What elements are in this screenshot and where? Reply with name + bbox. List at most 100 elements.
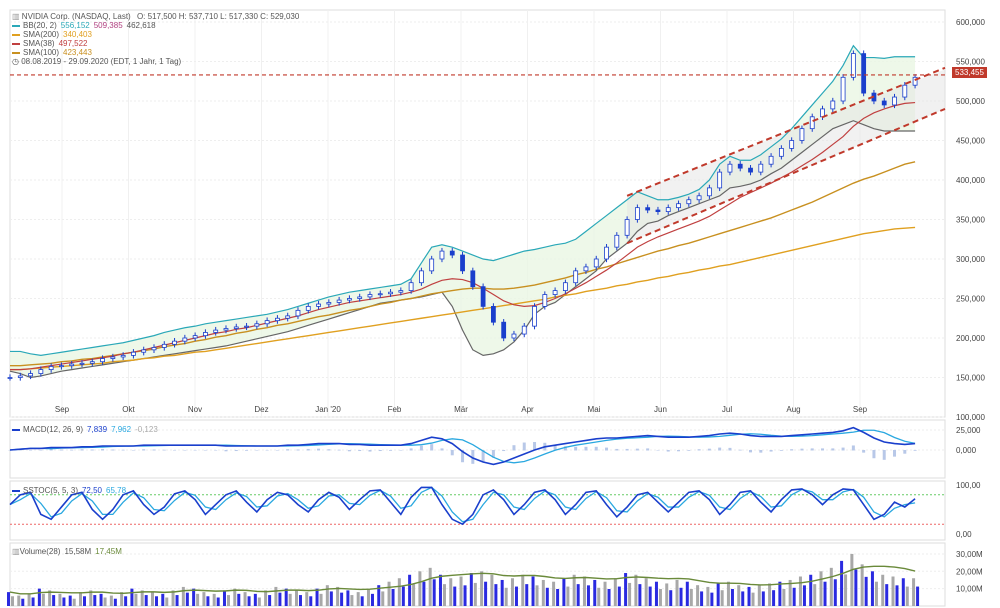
volume-bar <box>525 584 529 606</box>
volume-bar <box>120 592 124 606</box>
volume-bar <box>329 591 333 606</box>
candle-body <box>789 140 795 149</box>
candle-body <box>38 369 44 374</box>
candle-body <box>418 270 424 284</box>
macd-histogram-bar <box>522 442 526 451</box>
macd-histogram-bar <box>687 450 691 451</box>
volume-bar <box>823 581 827 606</box>
macd-histogram-bar <box>851 445 855 451</box>
clock-icon: ◷ <box>12 57 19 66</box>
volume-bar <box>109 595 113 606</box>
candle-body <box>48 366 54 371</box>
trend-line-lower <box>626 107 946 245</box>
volume-bar <box>737 585 741 606</box>
macd-histogram-bar <box>214 450 218 451</box>
legend-bb: BB(20, 2) 556,152 509,385 462,618 <box>12 21 299 30</box>
volume-bar <box>504 587 508 606</box>
volume-bar <box>484 581 488 606</box>
candle-body <box>490 305 496 323</box>
volume-bar <box>233 588 237 606</box>
volume-bar <box>870 571 874 606</box>
candle-body <box>131 351 136 356</box>
x-tick-label: Jan '20 <box>315 405 341 414</box>
macd-histogram-bar <box>265 450 269 451</box>
volume-bar <box>377 585 381 606</box>
volume-bar <box>253 593 257 606</box>
macd-histogram-bar <box>368 450 372 452</box>
volume-bar <box>274 586 278 606</box>
sma100-line <box>10 161 916 367</box>
x-tick-label: Sep <box>55 405 70 414</box>
candle-body <box>830 100 836 110</box>
macd-histogram-bar <box>646 448 650 451</box>
volume-bar <box>679 587 683 606</box>
volume-bar <box>586 585 590 606</box>
price-legend: ▥ NVIDIA Corp. (NASDAQ, Last) O: 517,500… <box>12 12 299 66</box>
candle-body <box>460 254 465 272</box>
volume-bar <box>298 595 302 606</box>
volume-bar <box>531 576 535 606</box>
macd-histogram-bar <box>245 450 249 451</box>
candle-body <box>676 203 681 209</box>
macd-histogram-bar <box>821 448 825 451</box>
x-tick-label: Jul <box>722 405 732 414</box>
stoch-legend: SSTOC(5, 5, 3) 72,50 65,78 <box>12 486 126 495</box>
candle-body <box>305 305 311 311</box>
volume-bar <box>912 578 916 606</box>
volume-bar <box>264 590 268 606</box>
candle-body <box>69 363 75 367</box>
candle-body <box>151 347 157 351</box>
volume-bar <box>165 597 169 606</box>
macd-histogram-bar <box>317 448 321 451</box>
candle-body <box>367 294 373 298</box>
volume-bar <box>257 597 261 606</box>
stoch-tick-label: 100,00 <box>956 481 981 490</box>
bb-upper-line <box>10 44 916 356</box>
volume-bar <box>850 553 854 606</box>
candle-body <box>285 315 291 319</box>
volume-bar <box>809 574 813 606</box>
candle-body <box>778 147 784 157</box>
macd-histogram-bar <box>738 449 742 451</box>
macd-histogram-bar <box>841 447 845 451</box>
macd-histogram-bar <box>286 449 290 451</box>
volume-bar <box>41 593 45 606</box>
volume-bar <box>541 579 545 606</box>
volume-bar <box>665 583 669 606</box>
volume-bar <box>294 590 298 606</box>
volume-bar <box>408 574 412 606</box>
candle-body <box>511 333 517 339</box>
candle-body <box>141 349 147 353</box>
legend-sma38: SMA(38) 497,522 <box>12 39 299 48</box>
candle-body <box>737 163 743 169</box>
volume-bar <box>422 581 426 606</box>
volume-bar <box>99 593 103 606</box>
volume-bar <box>521 574 525 606</box>
macd-histogram-bar <box>913 450 917 451</box>
macd-histogram-bar <box>893 450 897 457</box>
candle-body <box>614 234 620 248</box>
volume-bar <box>552 581 556 606</box>
volume-bar <box>696 585 700 606</box>
macd-histogram-bar <box>533 442 537 451</box>
volume-bar <box>535 585 539 606</box>
volume-bar <box>669 590 673 606</box>
volume-bar <box>654 581 658 606</box>
volume-bar <box>68 595 72 606</box>
candle-body <box>881 100 887 106</box>
candle-body <box>686 199 692 205</box>
volume-bar <box>113 598 117 606</box>
volume-tick-label: 20,00M <box>956 567 983 576</box>
macd-histogram-bar <box>862 450 866 453</box>
macd-histogram-bar <box>769 450 773 452</box>
volume-icon: ▥ <box>12 547 20 556</box>
macd-histogram-bar <box>409 448 413 451</box>
macd-histogram-bar <box>800 448 804 451</box>
volume-bar <box>494 584 498 606</box>
candle-body <box>809 116 815 130</box>
volume-bar <box>916 586 920 606</box>
volume-bar <box>134 593 138 606</box>
volume-bar <box>370 593 374 606</box>
macd-plot-area <box>9 419 946 479</box>
x-tick-label: Nov <box>188 405 202 414</box>
